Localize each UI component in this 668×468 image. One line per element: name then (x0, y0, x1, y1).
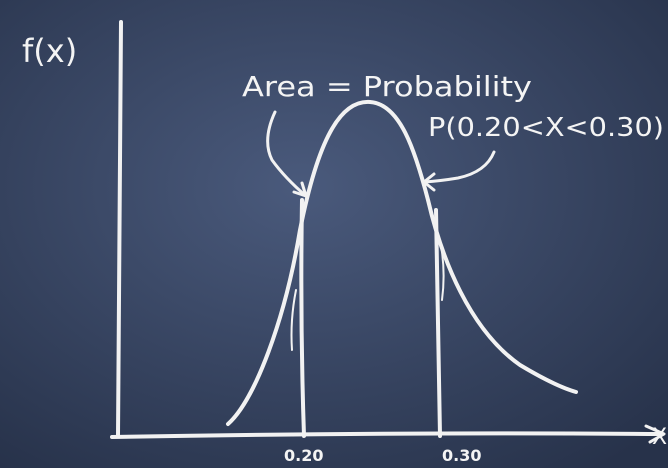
x-axis-arrow (644, 424, 666, 444)
lower-bound-label: 0.20 (284, 446, 323, 465)
upper-bound-label: 0.30 (442, 446, 481, 465)
area-arrow (266, 110, 308, 198)
y-axis (116, 20, 123, 438)
density-curve (226, 99, 578, 426)
area-note: Area = Probability (242, 70, 532, 103)
lower-bound-line (299, 198, 306, 438)
probability-arrow (422, 150, 496, 184)
x-axis (110, 431, 664, 439)
upper-bound-line (434, 208, 442, 438)
area-arrow-head (292, 181, 308, 198)
probability-note: P(0.20<X<0.30) (428, 113, 664, 143)
shade-stroke (290, 289, 297, 351)
y-axis-label: f(x) (22, 32, 77, 70)
x-axis-label: X (652, 425, 667, 450)
shade-stroke (439, 239, 445, 301)
probability-arrow-head (422, 172, 436, 192)
